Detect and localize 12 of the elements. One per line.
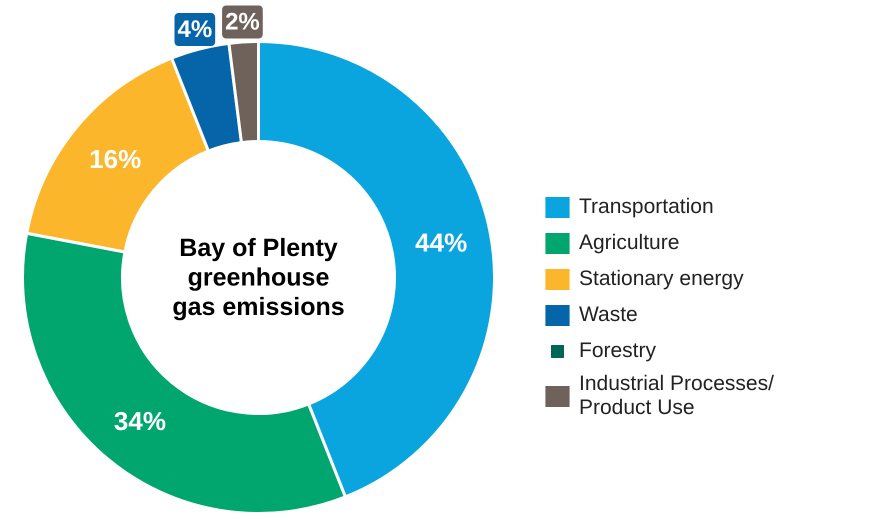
data-label: 34% [114, 406, 166, 436]
legend-label: Transportation [579, 194, 714, 220]
legend-label: Forestry [579, 338, 656, 364]
data-label: 16% [89, 144, 142, 174]
data-label: 4% [177, 16, 212, 44]
data-label: 2% [225, 8, 260, 36]
legend-label: Stationary energy [579, 266, 744, 292]
legend-label: Agriculture [579, 230, 680, 256]
data-label: 44% [415, 228, 468, 258]
text: Bay of Plenty greenhouse gas emissions [172, 234, 345, 321]
legend-label: Waste [579, 302, 638, 328]
legend-label: Industrial Processes/ Product Use [579, 372, 774, 420]
